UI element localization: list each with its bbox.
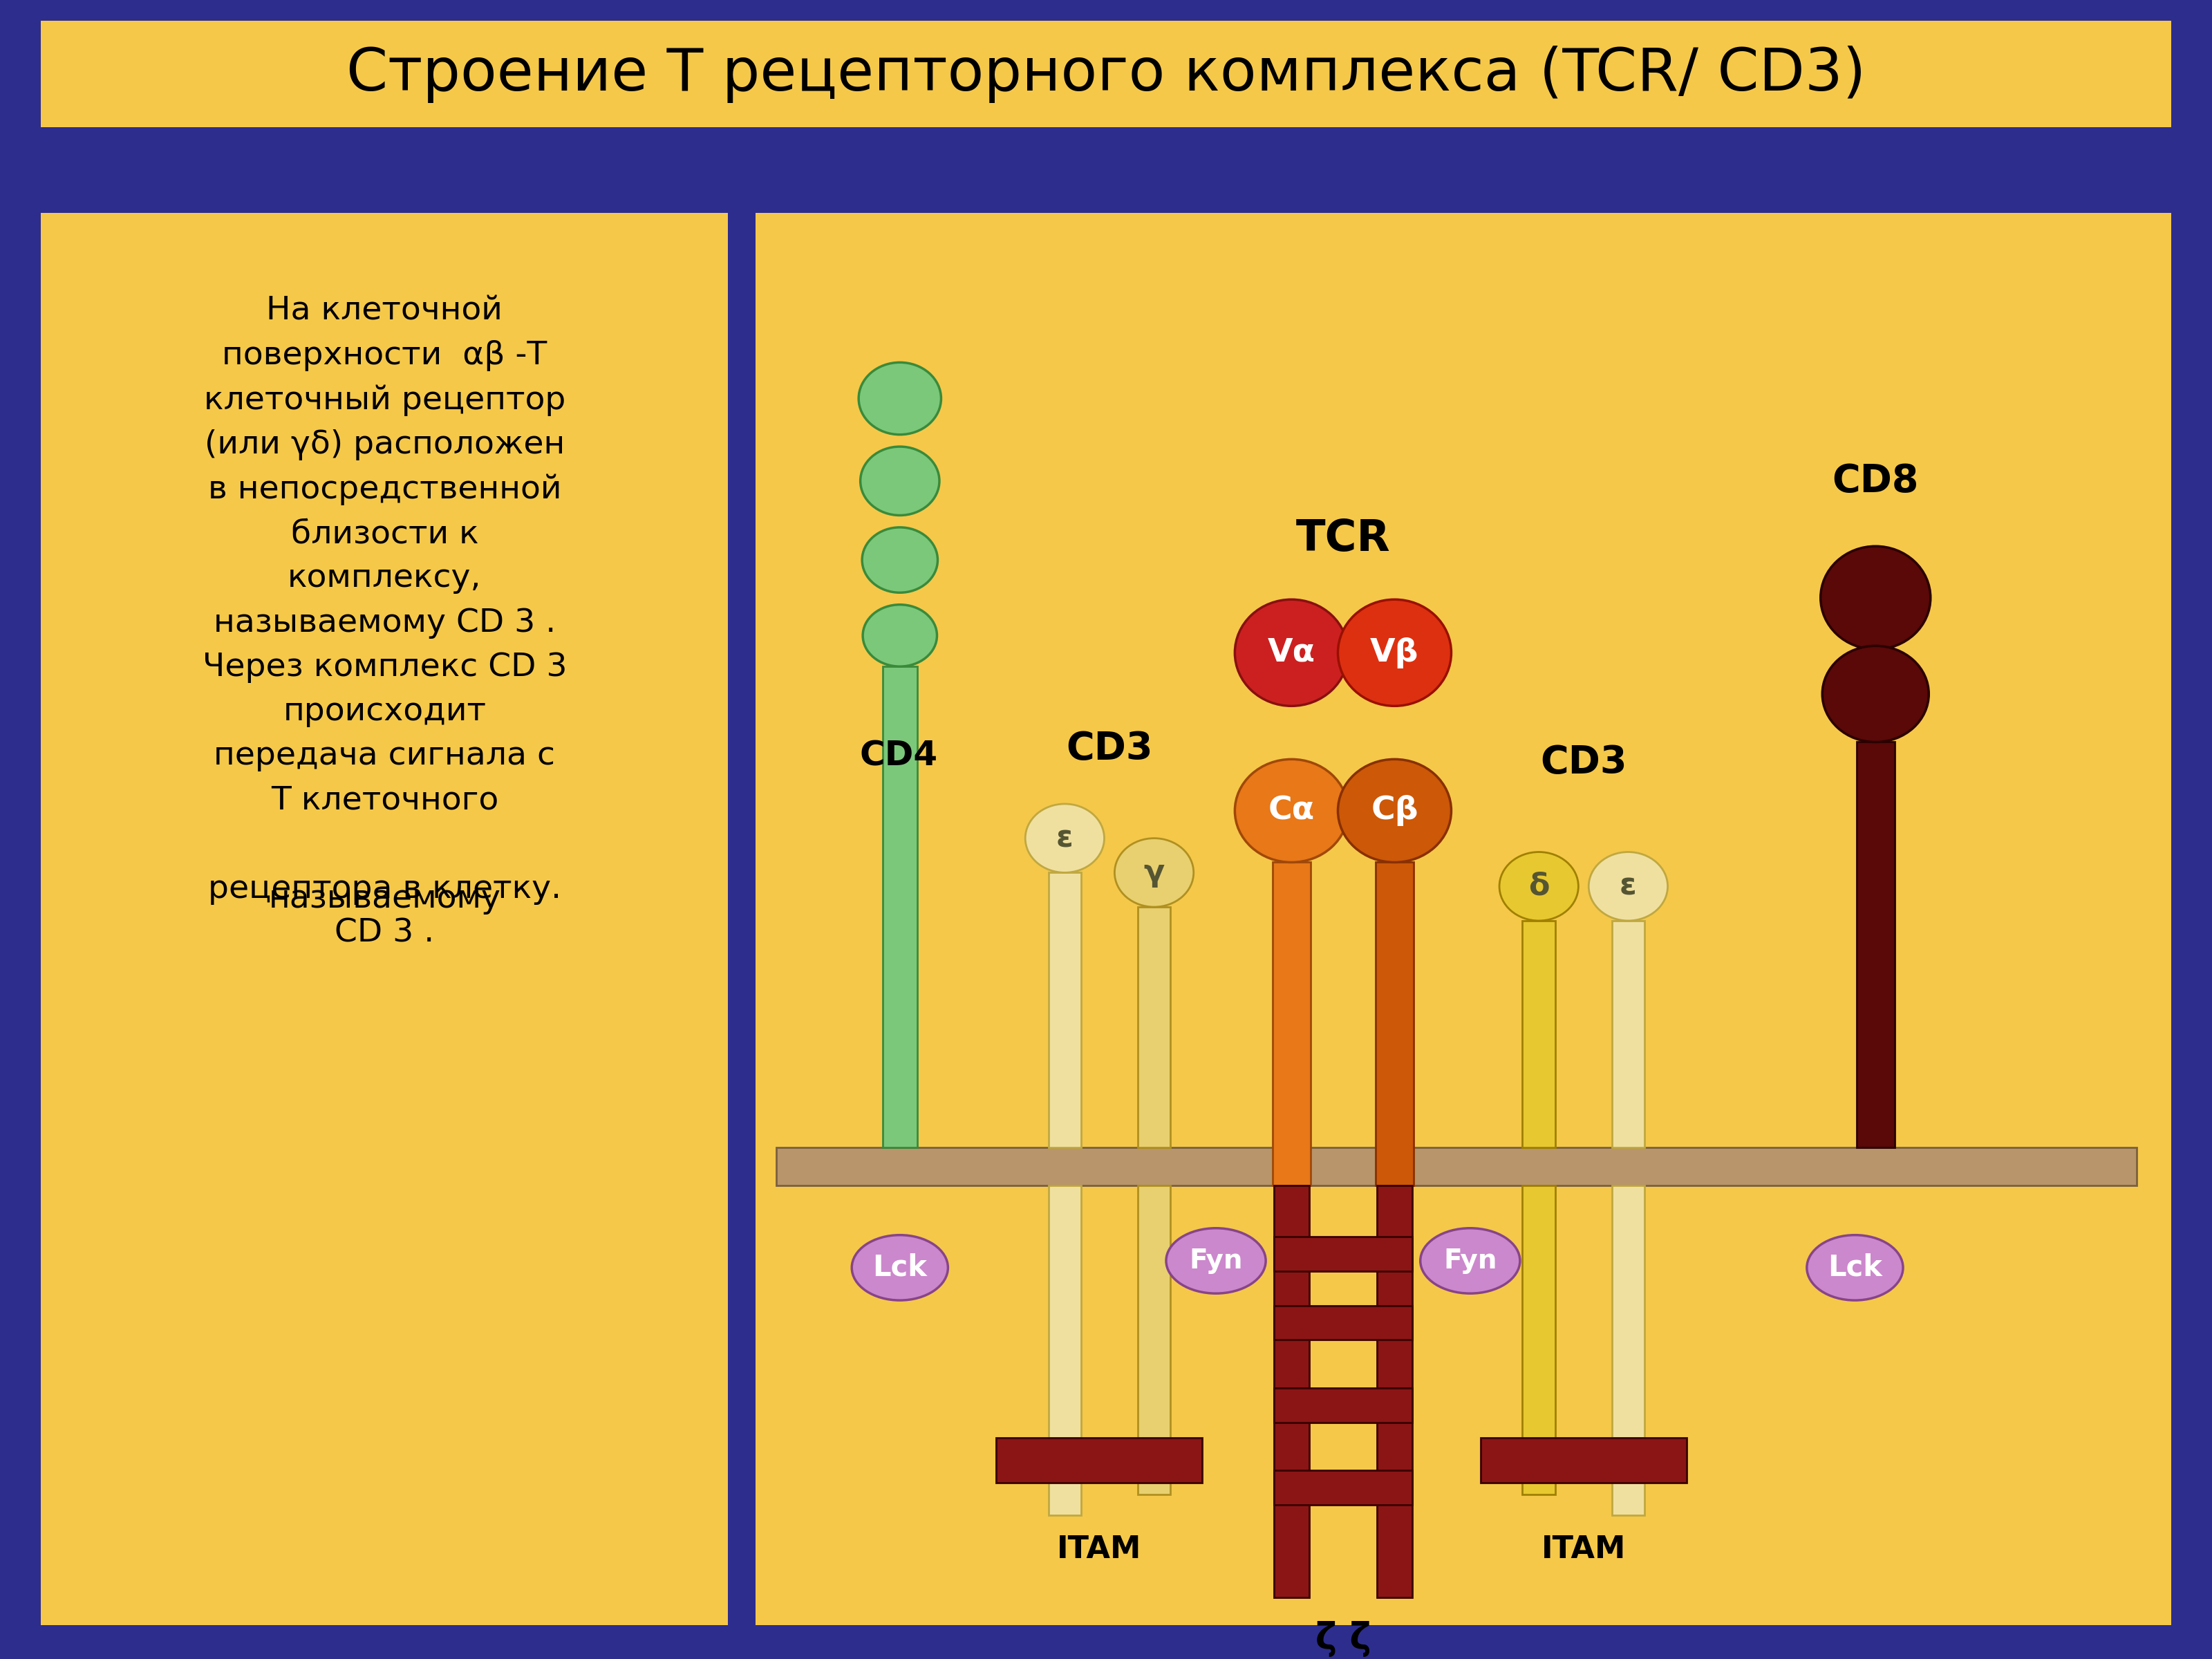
Text: γ: γ xyxy=(1144,858,1164,888)
Ellipse shape xyxy=(1823,645,1929,742)
Ellipse shape xyxy=(1234,599,1347,707)
Ellipse shape xyxy=(1338,599,1451,707)
Bar xyxy=(995,1438,1201,1483)
Text: Fyn: Fyn xyxy=(1190,1248,1243,1274)
Bar xyxy=(1274,1236,1413,1271)
Bar xyxy=(1137,1185,1170,1495)
Text: CD3: CD3 xyxy=(1066,730,1152,768)
Bar xyxy=(42,212,728,1624)
Bar xyxy=(757,212,2170,1624)
Ellipse shape xyxy=(1115,838,1194,907)
Bar xyxy=(776,1148,2137,1185)
Bar xyxy=(1274,1389,1413,1422)
Ellipse shape xyxy=(1234,760,1347,863)
Bar xyxy=(1274,1470,1413,1505)
Text: CD4: CD4 xyxy=(860,740,938,773)
Bar xyxy=(1613,921,1646,1148)
Bar xyxy=(1274,1306,1413,1340)
Bar xyxy=(1274,1185,1310,1598)
Bar xyxy=(1048,1185,1082,1515)
Bar xyxy=(1613,1185,1646,1515)
Text: Vα: Vα xyxy=(1267,637,1316,669)
Ellipse shape xyxy=(1420,1228,1520,1294)
Text: ITAM: ITAM xyxy=(1057,1535,1141,1564)
Text: Vβ: Vβ xyxy=(1369,637,1418,669)
Ellipse shape xyxy=(1338,760,1451,863)
Bar xyxy=(1376,1185,1413,1598)
Bar xyxy=(1376,863,1413,1185)
Text: Lck: Lck xyxy=(872,1253,927,1282)
Bar xyxy=(1137,907,1170,1148)
Ellipse shape xyxy=(863,528,938,592)
Ellipse shape xyxy=(858,362,940,435)
Ellipse shape xyxy=(1807,1234,1902,1301)
Bar xyxy=(1522,1185,1555,1495)
Ellipse shape xyxy=(852,1234,949,1301)
Text: На клеточной
поверхности  αβ -Т
клеточный рецептор
(или γδ) расположен
в непосре: На клеточной поверхности αβ -Т клеточный… xyxy=(201,295,566,906)
Text: Cα: Cα xyxy=(1267,795,1314,826)
Text: называемому: называемому xyxy=(268,883,500,914)
Text: ζ ζ: ζ ζ xyxy=(1316,1621,1371,1657)
Text: TCR: TCR xyxy=(1296,519,1391,561)
Text: δ: δ xyxy=(1528,871,1548,901)
Bar xyxy=(1272,863,1310,1185)
Text: CD 3 .: CD 3 . xyxy=(334,917,434,949)
Text: ε: ε xyxy=(1619,871,1637,901)
Text: Lck: Lck xyxy=(1827,1253,1882,1282)
Ellipse shape xyxy=(863,604,938,667)
Bar xyxy=(42,20,2170,128)
Text: Строение Т рецепторного комплекса (TCR/ CD3): Строение Т рецепторного комплекса (TCR/ … xyxy=(347,45,1865,103)
Bar xyxy=(1480,1438,1686,1483)
Ellipse shape xyxy=(1588,853,1668,921)
Bar xyxy=(1048,873,1082,1148)
Text: ITAM: ITAM xyxy=(1542,1535,1626,1564)
Text: Cβ: Cβ xyxy=(1371,795,1418,826)
Bar xyxy=(1522,921,1555,1148)
Ellipse shape xyxy=(1026,805,1104,873)
Text: CD3: CD3 xyxy=(1540,743,1626,781)
Ellipse shape xyxy=(1820,546,1931,649)
Text: Fyn: Fyn xyxy=(1444,1248,1498,1274)
Text: CD8: CD8 xyxy=(1832,463,1920,499)
Ellipse shape xyxy=(1166,1228,1265,1294)
Bar xyxy=(1856,742,1893,1148)
Ellipse shape xyxy=(1500,853,1579,921)
Text: ε: ε xyxy=(1055,823,1073,853)
Ellipse shape xyxy=(860,446,940,516)
Bar xyxy=(883,667,918,1148)
